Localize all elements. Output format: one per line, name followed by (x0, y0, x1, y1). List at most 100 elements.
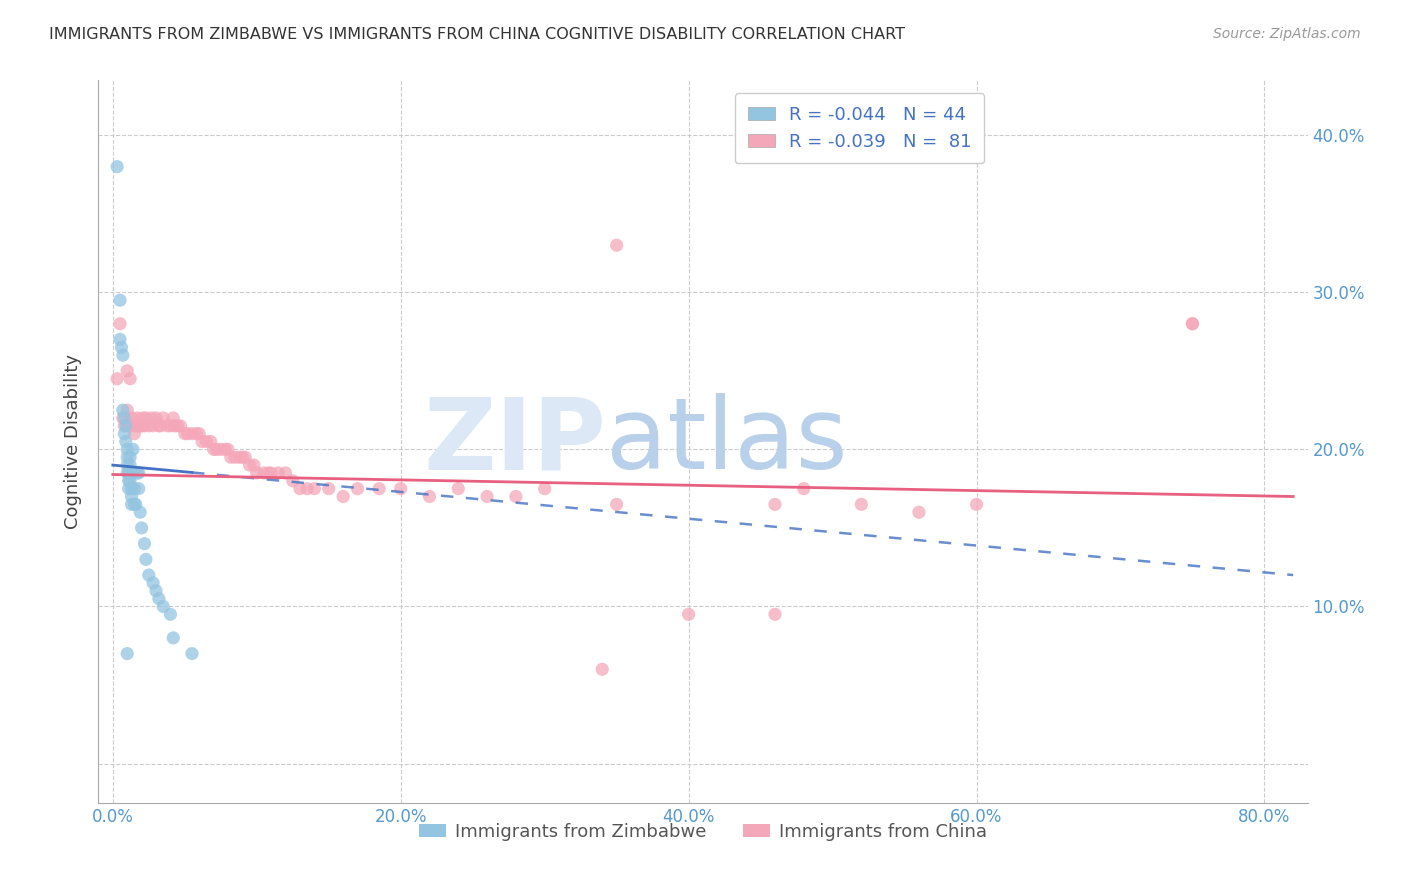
Point (145, 583, 167, 598)
Point (188, 426, 211, 441)
Point (127, 411, 149, 425)
Point (1181, 317, 1204, 331)
Point (678, 607, 700, 622)
Point (127, 466, 149, 480)
Point (166, 418, 188, 433)
Point (224, 450, 246, 465)
Point (191, 434, 214, 449)
Point (112, 426, 135, 441)
Point (475, 490, 498, 504)
Point (181, 647, 204, 661)
Point (115, 364, 138, 378)
Point (239, 458, 262, 472)
Point (115, 450, 138, 465)
Point (138, 568, 160, 582)
Point (281, 474, 304, 488)
Point (129, 505, 152, 519)
Point (142, 575, 165, 590)
Point (200, 434, 222, 449)
Point (418, 490, 440, 504)
Point (115, 647, 138, 661)
Point (114, 418, 136, 433)
Point (105, 372, 128, 386)
Point (134, 418, 156, 433)
Point (195, 434, 218, 449)
Point (209, 442, 232, 457)
Point (108, 333, 131, 347)
Point (318, 482, 340, 496)
Point (124, 426, 146, 441)
Point (108, 293, 131, 308)
Point (115, 442, 138, 457)
Point (112, 418, 135, 433)
Point (120, 372, 142, 386)
Point (131, 418, 153, 433)
Point (131, 521, 153, 535)
Point (145, 411, 167, 425)
Point (763, 607, 786, 622)
Point (447, 482, 470, 496)
Point (173, 426, 195, 441)
Point (125, 497, 148, 511)
Point (148, 418, 170, 433)
Point (118, 418, 141, 433)
Point (793, 482, 815, 496)
Point (110, 340, 132, 354)
Point (156, 418, 179, 433)
Point (111, 348, 134, 362)
Point (162, 411, 184, 425)
Text: atlas: atlas (606, 393, 848, 490)
Point (132, 411, 155, 425)
Point (118, 466, 141, 480)
Point (162, 631, 184, 645)
Point (346, 482, 368, 496)
Point (125, 418, 148, 433)
Point (138, 418, 160, 433)
Point (124, 497, 146, 511)
Point (763, 497, 786, 511)
Point (246, 466, 269, 480)
Y-axis label: Cognitive Disability: Cognitive Disability (65, 354, 83, 529)
Point (121, 497, 143, 511)
Point (217, 442, 239, 457)
Point (591, 662, 613, 676)
Point (851, 497, 873, 511)
Point (389, 482, 412, 496)
Point (228, 450, 250, 465)
Point (260, 466, 283, 480)
Point (121, 482, 143, 496)
Point (128, 418, 150, 433)
Point (169, 418, 191, 433)
Point (152, 411, 174, 425)
Point (159, 418, 181, 433)
Point (304, 482, 326, 496)
Point (122, 418, 145, 433)
Point (966, 497, 988, 511)
Point (606, 238, 628, 252)
Point (134, 536, 156, 550)
Point (159, 607, 181, 622)
Point (120, 474, 142, 488)
Point (148, 591, 170, 606)
Point (141, 411, 163, 425)
Point (120, 450, 142, 465)
Point (163, 418, 186, 433)
Point (219, 450, 242, 465)
Point (1181, 317, 1204, 331)
Point (295, 482, 318, 496)
Text: Source: ZipAtlas.com: Source: ZipAtlas.com (1213, 27, 1361, 41)
Point (118, 482, 141, 496)
Point (606, 497, 628, 511)
Point (505, 490, 527, 504)
Point (121, 490, 143, 504)
Point (135, 552, 157, 566)
Point (205, 442, 228, 457)
Point (202, 442, 225, 457)
Point (122, 466, 145, 480)
Point (111, 403, 134, 417)
Point (135, 411, 157, 425)
Point (129, 418, 152, 433)
Point (368, 482, 391, 496)
Point (128, 482, 150, 496)
Point (181, 426, 204, 441)
